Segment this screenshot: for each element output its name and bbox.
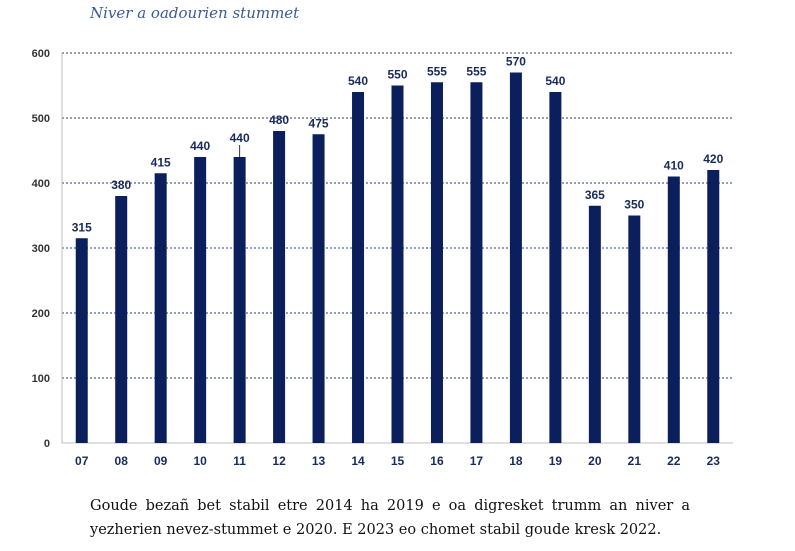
data-label-08: 380 [111,178,131,192]
bar-11 [233,157,246,443]
bar-19 [549,92,562,443]
x-tick-label-18: 18 [509,454,523,468]
bar-21 [628,215,641,443]
bar-20 [588,205,601,443]
x-tick-label-22: 22 [667,454,681,468]
x-tick-label-11: 11 [233,454,246,468]
bar-09 [154,173,167,443]
y-tick-label-0: 0 [44,438,50,450]
y-tick-label-4: 400 [32,178,50,190]
bar-22 [667,176,680,443]
bar-13 [312,134,325,443]
data-label-11: 440 [230,131,250,145]
data-label-07: 315 [72,220,92,234]
chart-caption: Goude bezañ bet stabil etre 2014 ha 2019… [90,498,690,538]
x-tick-label-08: 08 [115,454,129,468]
data-label-21: 350 [624,198,644,212]
x-tick-label-09: 09 [154,454,168,468]
bar-chart: 0 100 200 300 400 500 600 315 07 380 08 415 09 440 10 4… [32,48,733,468]
data-label-16: 555 [427,64,447,78]
bar-16 [430,82,443,443]
x-tick-label-07: 07 [75,454,89,468]
data-label-19: 540 [545,74,565,88]
data-label-15: 550 [387,68,407,82]
bar-18 [509,72,522,443]
x-tick-label-17: 17 [470,454,484,468]
x-tick-label-15: 15 [391,454,405,468]
bar-07 [75,238,88,443]
bar-10 [194,157,207,443]
x-tick-label-20: 20 [588,454,602,468]
data-label-22: 410 [664,159,684,173]
bar-15 [391,85,404,443]
data-label-09: 415 [151,155,171,169]
bar-17 [470,82,483,443]
bar-12 [273,131,286,443]
data-label-12: 480 [269,113,289,127]
x-tick-label-21: 21 [628,454,642,468]
x-tick-label-12: 12 [272,454,286,468]
x-tick-label-19: 19 [549,454,563,468]
y-tick-label-2: 200 [32,308,50,320]
data-label-14: 540 [348,74,368,88]
x-tick-label-13: 13 [312,454,326,468]
data-label-17: 555 [466,64,486,78]
data-label-20: 365 [585,188,605,202]
x-tick-label-16: 16 [430,454,444,468]
chart-title: Niver a oadourien stummet [90,4,300,22]
y-tick-label-6: 600 [32,48,50,60]
data-label-13: 475 [309,116,329,130]
bar-08 [115,196,128,443]
y-tick-label-5: 500 [32,113,50,125]
y-tick-label-3: 300 [32,243,50,255]
x-tick-label-23: 23 [707,454,721,468]
bar-23 [707,170,720,443]
x-tick-label-10: 10 [193,454,207,468]
data-label-10: 440 [190,139,210,153]
bar-14 [352,92,365,443]
y-tick-label-1: 100 [32,373,50,385]
x-tick-label-14: 14 [351,454,365,468]
data-label-18: 570 [506,55,526,69]
data-label-23: 420 [703,152,723,166]
